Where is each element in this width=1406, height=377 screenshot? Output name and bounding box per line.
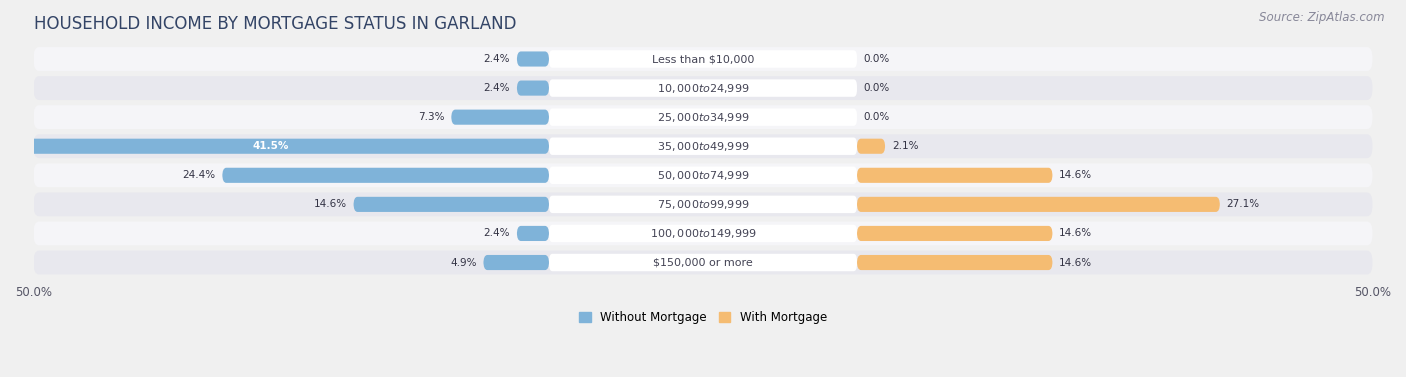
Text: 41.5%: 41.5% (253, 141, 290, 151)
FancyBboxPatch shape (34, 251, 1372, 274)
Text: $100,000 to $149,999: $100,000 to $149,999 (650, 227, 756, 240)
Text: 2.4%: 2.4% (484, 228, 510, 238)
Text: 14.6%: 14.6% (1059, 257, 1092, 268)
FancyBboxPatch shape (34, 163, 1372, 187)
FancyBboxPatch shape (858, 255, 1053, 270)
Text: 14.6%: 14.6% (1059, 170, 1092, 180)
FancyBboxPatch shape (34, 105, 1372, 129)
FancyBboxPatch shape (517, 81, 548, 96)
Text: 2.4%: 2.4% (484, 83, 510, 93)
Text: 27.1%: 27.1% (1226, 199, 1260, 209)
FancyBboxPatch shape (548, 50, 858, 68)
Text: $150,000 or more: $150,000 or more (654, 257, 752, 268)
FancyBboxPatch shape (548, 80, 858, 97)
Text: $10,000 to $24,999: $10,000 to $24,999 (657, 81, 749, 95)
FancyBboxPatch shape (548, 138, 858, 155)
Text: 0.0%: 0.0% (863, 54, 890, 64)
Text: 24.4%: 24.4% (183, 170, 215, 180)
Text: 0.0%: 0.0% (863, 112, 890, 122)
Text: 2.4%: 2.4% (484, 54, 510, 64)
FancyBboxPatch shape (34, 192, 1372, 216)
Text: 2.1%: 2.1% (891, 141, 918, 151)
FancyBboxPatch shape (858, 226, 1053, 241)
Text: $50,000 to $74,999: $50,000 to $74,999 (657, 169, 749, 182)
FancyBboxPatch shape (548, 254, 858, 271)
FancyBboxPatch shape (34, 76, 1372, 100)
FancyBboxPatch shape (34, 222, 1372, 245)
Text: 0.0%: 0.0% (863, 83, 890, 93)
FancyBboxPatch shape (517, 226, 548, 241)
FancyBboxPatch shape (222, 168, 548, 183)
Text: $25,000 to $34,999: $25,000 to $34,999 (657, 111, 749, 124)
FancyBboxPatch shape (34, 47, 1372, 71)
FancyBboxPatch shape (858, 168, 1053, 183)
Text: 4.9%: 4.9% (450, 257, 477, 268)
Text: Source: ZipAtlas.com: Source: ZipAtlas.com (1260, 11, 1385, 24)
FancyBboxPatch shape (0, 139, 548, 154)
FancyBboxPatch shape (548, 167, 858, 184)
FancyBboxPatch shape (858, 197, 1220, 212)
Text: HOUSEHOLD INCOME BY MORTGAGE STATUS IN GARLAND: HOUSEHOLD INCOME BY MORTGAGE STATUS IN G… (34, 15, 516, 33)
Text: $75,000 to $99,999: $75,000 to $99,999 (657, 198, 749, 211)
Text: 14.6%: 14.6% (314, 199, 347, 209)
Text: 7.3%: 7.3% (418, 112, 444, 122)
FancyBboxPatch shape (548, 109, 858, 126)
FancyBboxPatch shape (353, 197, 548, 212)
FancyBboxPatch shape (858, 139, 886, 154)
Legend: Without Mortgage, With Mortgage: Without Mortgage, With Mortgage (574, 306, 832, 329)
FancyBboxPatch shape (451, 110, 548, 125)
FancyBboxPatch shape (34, 134, 1372, 158)
Text: $35,000 to $49,999: $35,000 to $49,999 (657, 140, 749, 153)
FancyBboxPatch shape (548, 225, 858, 242)
Text: Less than $10,000: Less than $10,000 (652, 54, 754, 64)
FancyBboxPatch shape (517, 51, 548, 67)
FancyBboxPatch shape (484, 255, 548, 270)
FancyBboxPatch shape (548, 196, 858, 213)
Text: 14.6%: 14.6% (1059, 228, 1092, 238)
